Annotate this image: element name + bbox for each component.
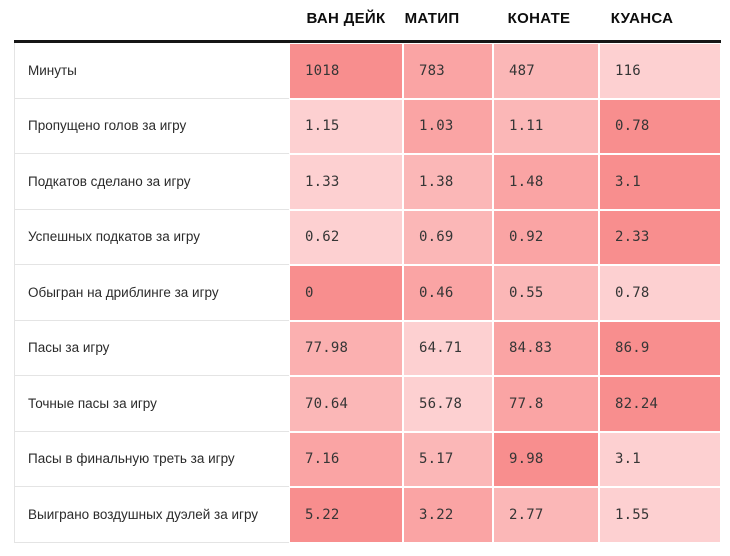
player-stats-heatmap-table: ВАН ДЕЙК МАТИП КОНАТЕ КУАНСА Минуты 1018… <box>14 3 721 543</box>
stat-value: 0.78 <box>599 98 721 154</box>
stat-value: 2.33 <box>599 209 721 265</box>
table-row-final-third-passes: Пасы в финальную треть за игру 7.16 5.17… <box>14 431 721 487</box>
stat-value: 0.46 <box>403 265 493 321</box>
table-row-goals-conceded: Пропущено голов за игру 1.15 1.03 1.11 0… <box>14 98 721 154</box>
table-row-accurate-passes: Точные пасы за игру 70.64 56.78 77.8 82.… <box>14 376 721 432</box>
stat-value: 70.64 <box>289 376 403 432</box>
stat-value: 1.33 <box>289 154 403 210</box>
stat-label: Пропущено голов за игру <box>14 98 289 154</box>
table-row-successful-tackles: Успешных подкатов за игру 0.62 0.69 0.92… <box>14 209 721 265</box>
stat-label: Подкатов сделано за игру <box>14 154 289 210</box>
stat-value: 1.55 <box>599 487 721 543</box>
stat-value: 0.78 <box>599 265 721 321</box>
stat-value: 9.98 <box>493 431 599 487</box>
stat-value: 3.22 <box>403 487 493 543</box>
stat-value: 86.9 <box>599 320 721 376</box>
stat-value: 84.83 <box>493 320 599 376</box>
stat-label: Обыгран на дриблинге за игру <box>14 265 289 321</box>
stat-label: Минуты <box>14 43 289 99</box>
column-header-konate: КОНАТЕ <box>507 10 571 27</box>
stat-value: 1.38 <box>403 154 493 210</box>
table-header-row: ВАН ДЕЙК МАТИП КОНАТЕ КУАНСА <box>14 3 721 43</box>
stat-value: 0.62 <box>289 209 403 265</box>
stat-label: Пасы в финальную треть за игру <box>14 431 289 487</box>
stat-value: 3.1 <box>599 431 721 487</box>
stat-value: 77.98 <box>289 320 403 376</box>
stat-value: 1.48 <box>493 154 599 210</box>
stat-value: 3.1 <box>599 154 721 210</box>
table-row-dribbled-past: Обыгран на дриблинге за игру 0 0.46 0.55… <box>14 265 721 321</box>
stat-value: 2.77 <box>493 487 599 543</box>
header-spacer <box>14 19 289 25</box>
stat-value: 0 <box>289 265 403 321</box>
table-row-aerial-duels-won: Выиграно воздушных дуэлей за игру 5.22 3… <box>14 487 721 543</box>
column-header-matip: МАТИП <box>404 10 460 27</box>
stat-value: 1018 <box>289 43 403 99</box>
stat-value: 116 <box>599 43 721 99</box>
table-row-passes: Пасы за игру 77.98 64.71 84.83 86.9 <box>14 320 721 376</box>
column-header-van-dijk: ВАН ДЕЙК <box>306 10 386 27</box>
stat-value: 1.11 <box>493 98 599 154</box>
stat-value: 77.8 <box>493 376 599 432</box>
stat-value: 5.17 <box>403 431 493 487</box>
stat-value: 0.55 <box>493 265 599 321</box>
stat-label: Успешных подкатов за игру <box>14 209 289 265</box>
column-header-quansah: КУАНСА <box>610 10 674 27</box>
table-row-minutes: Минуты 1018 783 487 116 <box>14 43 721 99</box>
stat-value: 64.71 <box>403 320 493 376</box>
stat-value: 487 <box>493 43 599 99</box>
stat-value: 5.22 <box>289 487 403 543</box>
stat-value: 0.69 <box>403 209 493 265</box>
stat-label: Выиграно воздушных дуэлей за игру <box>14 487 289 543</box>
stat-value: 1.03 <box>403 98 493 154</box>
stat-value: 7.16 <box>289 431 403 487</box>
stat-value: 56.78 <box>403 376 493 432</box>
stat-value: 1.15 <box>289 98 403 154</box>
stat-value: 82.24 <box>599 376 721 432</box>
table-row-tackles-made: Подкатов сделано за игру 1.33 1.38 1.48 … <box>14 154 721 210</box>
stat-label: Точные пасы за игру <box>14 376 289 432</box>
stat-value: 0.92 <box>493 209 599 265</box>
stat-value: 783 <box>403 43 493 99</box>
stat-label: Пасы за игру <box>14 320 289 376</box>
